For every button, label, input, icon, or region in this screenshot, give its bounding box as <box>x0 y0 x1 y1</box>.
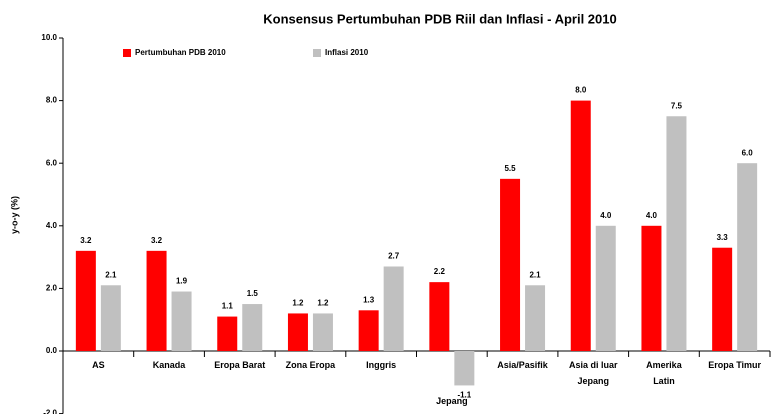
bar <box>242 304 263 351</box>
bar <box>525 285 546 351</box>
data-label: 7.5 <box>671 101 683 110</box>
data-label: 2.1 <box>105 270 117 279</box>
data-label: 1.9 <box>176 277 188 286</box>
x-tick-label: Eropa Timur <box>708 360 762 370</box>
bar <box>666 116 687 351</box>
y-axis-title: y-o-y (%) <box>9 196 19 234</box>
bar <box>500 178 521 351</box>
legend-swatch <box>123 49 131 57</box>
bar <box>570 100 591 351</box>
x-tick-label: Asia/Pasifik <box>497 360 548 370</box>
bar <box>100 285 121 351</box>
data-label: 1.2 <box>317 299 329 308</box>
chart-title: Konsensus Pertumbuhan PDB Riil dan Infla… <box>263 11 616 26</box>
y-tick-label: 6.0 <box>46 158 58 167</box>
legend-swatch <box>313 49 321 57</box>
bar <box>171 291 192 351</box>
y-tick-label: 8.0 <box>46 96 58 105</box>
legend-label: Pertumbuhan PDB 2010 <box>135 48 226 57</box>
data-label: 4.0 <box>600 211 612 220</box>
data-label: 8.0 <box>575 86 587 95</box>
bar <box>595 225 616 351</box>
data-label: 2.2 <box>434 267 446 276</box>
bar <box>737 163 758 351</box>
bar <box>358 310 379 351</box>
y-tick-label: 4.0 <box>46 221 58 230</box>
bar <box>312 313 333 351</box>
bar <box>641 225 662 351</box>
bar <box>712 247 733 351</box>
bar <box>146 250 167 351</box>
x-tick-label: AS <box>92 360 105 370</box>
y-tick-label: 2.0 <box>46 284 58 293</box>
data-label: 1.3 <box>363 295 375 304</box>
data-label: 2.1 <box>529 270 541 279</box>
bar <box>287 313 308 351</box>
y-tick-label: -2.0 <box>43 409 57 414</box>
data-label: 3.2 <box>151 236 163 245</box>
x-tick-label: Zona Eropa <box>285 360 336 370</box>
x-tick-label: Eropa Barat <box>214 360 266 370</box>
data-label: 1.5 <box>247 289 259 298</box>
y-tick-label: 10.0 <box>41 33 57 42</box>
data-label: 1.2 <box>292 299 304 308</box>
data-label: 4.0 <box>646 211 658 220</box>
x-tick-label: Asia di luar Jepang <box>568 360 618 386</box>
data-label: 3.3 <box>717 233 729 242</box>
bar <box>217 316 238 351</box>
bar <box>454 351 475 386</box>
data-label: 5.5 <box>504 164 516 173</box>
data-label: -1.1 <box>457 391 471 400</box>
bar <box>383 266 404 351</box>
x-tick-label: Jepang <box>436 396 468 407</box>
x-tick-label: Inggris <box>366 360 397 370</box>
legend-label: Inflasi 2010 <box>325 48 369 57</box>
bar <box>429 282 450 351</box>
data-label: 2.7 <box>388 252 400 261</box>
bar <box>75 250 96 351</box>
y-tick-label: 0.0 <box>46 346 58 355</box>
data-label: 3.2 <box>80 236 92 245</box>
x-tick-label: Amerika Latin <box>646 360 682 386</box>
x-tick-label: Kanada <box>152 360 186 370</box>
data-label: 6.0 <box>742 148 754 157</box>
data-label: 1.1 <box>222 302 234 311</box>
